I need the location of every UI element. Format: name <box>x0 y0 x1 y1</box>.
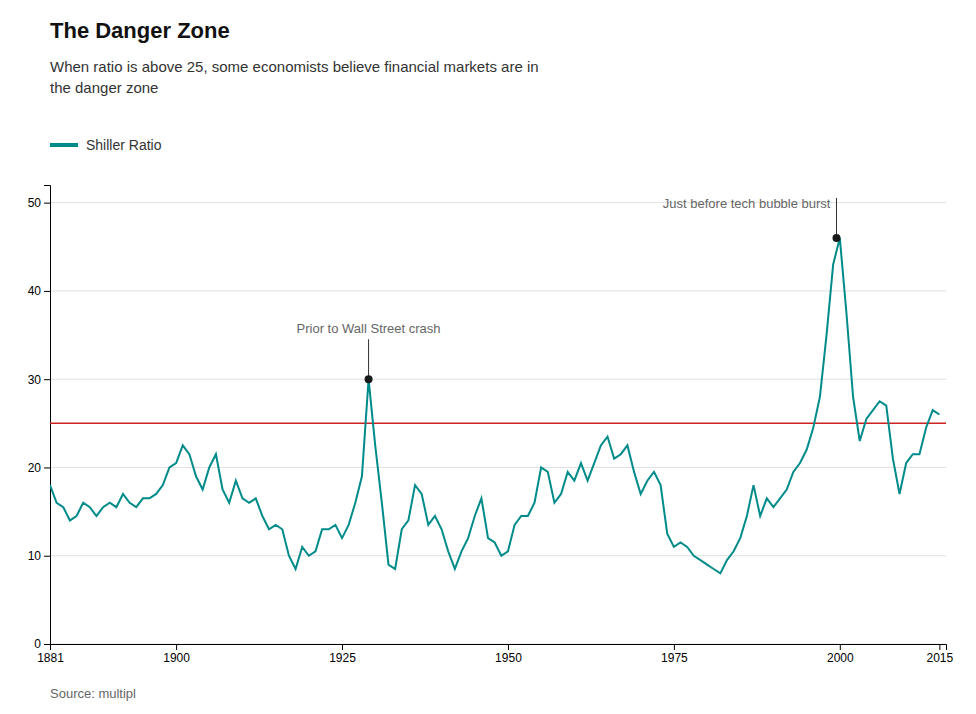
grid-line <box>50 555 946 556</box>
x-tick-label: 1925 <box>329 651 356 665</box>
y-tick-label: 50 <box>28 196 42 210</box>
x-tick-label: 2015 <box>927 651 954 665</box>
annotation-stem <box>836 198 837 238</box>
x-tick-label: 1950 <box>495 651 522 665</box>
x-tick-label: 1881 <box>37 651 64 665</box>
x-tick: 2015 <box>927 644 954 665</box>
y-tick: 0 <box>34 637 50 651</box>
danger-line <box>50 423 946 425</box>
y-tick: 20 <box>28 461 50 475</box>
y-tick-mark <box>44 556 50 557</box>
x-tick: 1925 <box>329 644 356 665</box>
grid <box>50 203 946 644</box>
annotation-point <box>832 234 840 242</box>
y-tick: 30 <box>28 373 50 387</box>
title: The Danger Zone <box>50 18 230 43</box>
y-tick-label: 30 <box>28 373 42 387</box>
chart: The Danger Zone When ratio is above 25, s… <box>0 0 976 714</box>
x-tick: 1900 <box>163 644 190 665</box>
x-tick-label: 1975 <box>661 651 688 665</box>
grid-line <box>50 467 946 468</box>
y-tick-mark <box>44 644 50 645</box>
legend: Shiller Ratio <box>50 137 162 153</box>
x-tick-label: 1900 <box>163 651 190 665</box>
y-axis-line <box>44 186 51 645</box>
y-tick: 40 <box>28 284 50 298</box>
x-tick-mark <box>176 644 177 650</box>
x-tick-mark <box>939 644 940 650</box>
series-line <box>50 238 939 573</box>
source: Source: multipl <box>50 686 136 701</box>
annotation-stem <box>368 339 369 379</box>
annotation-text: Just before tech bubble burst <box>663 196 831 211</box>
x-axis: 1881 1900 1925 1950 1975 2000 2015 <box>37 644 953 665</box>
x-tick: 1881 <box>37 644 64 665</box>
y-tick-label: 0 <box>34 637 41 651</box>
annotation-text: Prior to Wall Street crash <box>297 321 441 336</box>
y-axis: 0 10 20 30 40 50 <box>28 186 51 652</box>
legend-label: Shiller Ratio <box>86 137 162 153</box>
x-tick-label: 2000 <box>827 651 854 665</box>
y-tick-label: 40 <box>28 284 42 298</box>
y-tick-label: 10 <box>28 549 42 563</box>
x-axis-line <box>51 645 947 651</box>
y-tick: 50 <box>28 196 50 210</box>
x-tick-mark <box>508 644 509 650</box>
annotation-point <box>365 375 373 383</box>
y-tick-mark <box>44 203 50 204</box>
x-tick: 1975 <box>661 644 688 665</box>
x-tick: 1950 <box>495 644 522 665</box>
x-tick-mark <box>342 644 343 650</box>
grid-line <box>50 379 946 380</box>
x-tick-mark <box>840 644 841 650</box>
y-tick: 10 <box>28 549 50 563</box>
subtitle: When ratio is above 25, some economists … <box>50 58 539 96</box>
plot-area <box>50 198 946 573</box>
y-tick-label: 20 <box>28 461 42 475</box>
grid-line <box>50 290 946 291</box>
x-tick-mark <box>674 644 675 650</box>
y-tick-mark <box>44 291 50 292</box>
legend-swatch <box>50 143 78 147</box>
annotations: Prior to Wall Street crash Just before te… <box>297 196 831 336</box>
y-tick-mark <box>44 379 50 380</box>
y-tick-mark <box>44 467 50 468</box>
x-tick: 2000 <box>827 644 854 665</box>
